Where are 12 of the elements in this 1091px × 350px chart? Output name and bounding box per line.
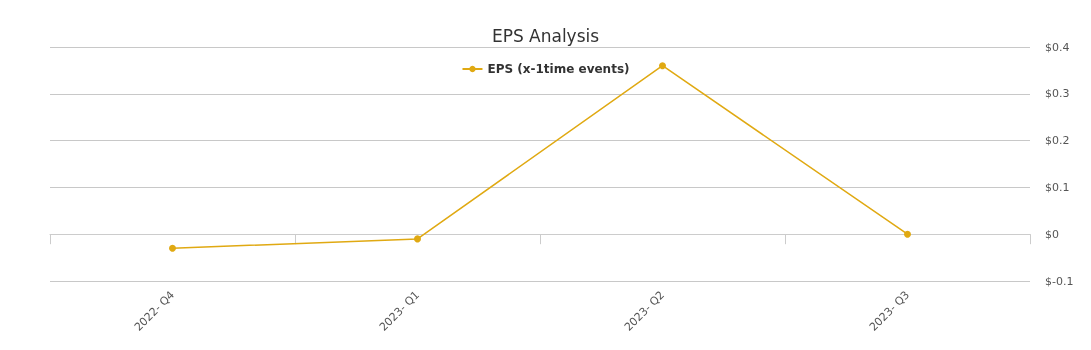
y-tick-label: $-0.1 (1045, 274, 1074, 288)
point (169, 244, 176, 252)
point (414, 235, 421, 243)
point (904, 230, 911, 238)
y-tick-label: $0.2 (1045, 134, 1070, 148)
y-tick-label: $0 (1045, 227, 1059, 241)
y-tick-label: $0.1 (1045, 180, 1070, 194)
legend-label: EPS (x-1time events) (487, 62, 630, 76)
point (659, 62, 666, 70)
y-tick-label: $0.3 (1045, 87, 1070, 101)
y-tick-label: $0.4 (1045, 40, 1070, 54)
chart-title: EPS Analysis (491, 25, 600, 46)
